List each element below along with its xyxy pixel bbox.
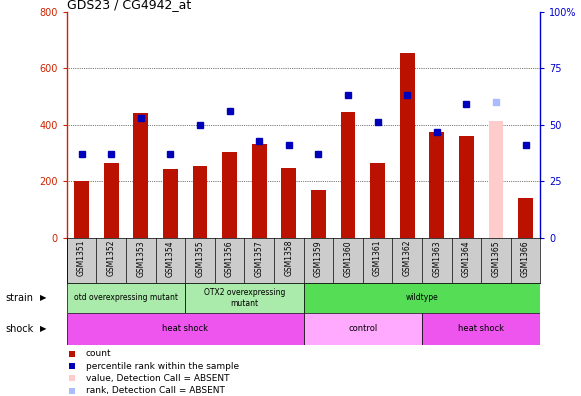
Text: ▶: ▶ [40, 293, 47, 303]
Text: GSM1352: GSM1352 [107, 240, 116, 276]
Bar [67, 313, 303, 345]
Text: GDS23 / CG4942_at: GDS23 / CG4942_at [67, 0, 191, 11]
Bar [192, 166, 207, 238]
Text: GSM1359: GSM1359 [314, 240, 323, 276]
Bar [281, 168, 296, 238]
Text: GSM1355: GSM1355 [195, 240, 205, 276]
Text: strain: strain [6, 293, 34, 303]
Bar [370, 163, 385, 238]
Text: wildtype: wildtype [406, 293, 438, 303]
Bar [185, 283, 304, 313]
Bar [74, 181, 89, 238]
Text: GSM1361: GSM1361 [373, 240, 382, 276]
Bar [303, 313, 422, 345]
Text: heat shock: heat shock [162, 324, 208, 333]
Bar [311, 190, 326, 238]
Text: otd overexpressing mutant: otd overexpressing mutant [74, 293, 178, 303]
Text: control: control [348, 324, 378, 333]
Bar [340, 112, 356, 238]
Text: GSM1360: GSM1360 [343, 240, 353, 276]
Text: GSM1351: GSM1351 [77, 240, 86, 276]
Bar [429, 132, 444, 238]
Bar [489, 120, 503, 238]
Bar [104, 163, 119, 238]
Text: OTX2 overexpressing
mutant: OTX2 overexpressing mutant [204, 288, 285, 308]
Bar [459, 136, 474, 238]
Bar [163, 169, 178, 238]
Bar [400, 53, 415, 238]
Text: percentile rank within the sample: percentile rank within the sample [86, 362, 239, 371]
Text: GSM1365: GSM1365 [492, 240, 500, 276]
Bar [67, 283, 185, 313]
Text: count: count [86, 349, 112, 358]
Text: value, Detection Call = ABSENT: value, Detection Call = ABSENT [86, 374, 229, 383]
Text: GSM1362: GSM1362 [403, 240, 412, 276]
Text: ▶: ▶ [40, 324, 47, 333]
Text: rank, Detection Call = ABSENT: rank, Detection Call = ABSENT [86, 386, 225, 395]
Bar [518, 198, 533, 238]
Text: GSM1353: GSM1353 [137, 240, 145, 276]
Text: GSM1354: GSM1354 [166, 240, 175, 276]
Text: GSM1366: GSM1366 [521, 240, 530, 276]
Text: shock: shock [6, 324, 34, 334]
Text: GSM1357: GSM1357 [254, 240, 264, 276]
Bar [422, 313, 540, 345]
Bar [252, 145, 267, 238]
Bar [303, 283, 540, 313]
Bar [134, 113, 148, 238]
Text: GSM1363: GSM1363 [432, 240, 441, 276]
Bar [222, 152, 237, 238]
Text: GSM1358: GSM1358 [284, 240, 293, 276]
Text: GSM1364: GSM1364 [462, 240, 471, 276]
Text: GSM1356: GSM1356 [225, 240, 234, 276]
Text: heat shock: heat shock [458, 324, 504, 333]
